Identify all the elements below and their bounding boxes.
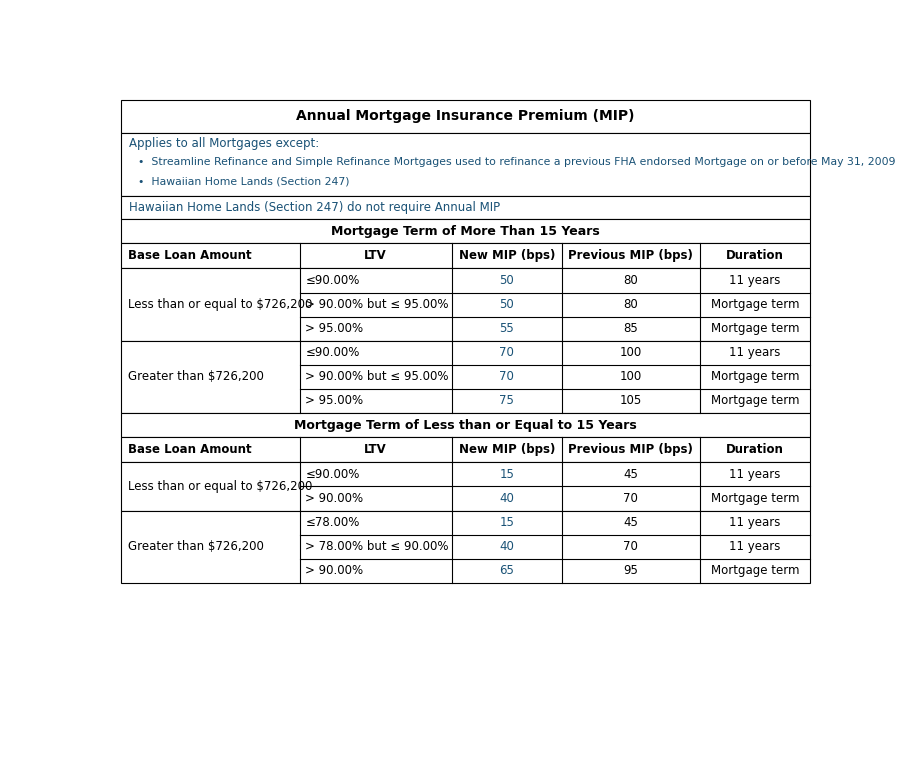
Text: 40: 40 — [499, 540, 514, 553]
Text: Mortgage Term of Less than or Equal to 15 Years: Mortgage Term of Less than or Equal to 1… — [294, 418, 637, 432]
Text: Previous MIP (bps): Previous MIP (bps) — [568, 249, 694, 262]
Text: > 95.00%: > 95.00% — [305, 322, 363, 335]
Text: 11 years: 11 years — [729, 346, 781, 359]
Text: Less than or equal to $726,200: Less than or equal to $726,200 — [127, 298, 312, 311]
Text: 95: 95 — [624, 565, 638, 577]
Text: New MIP (bps): New MIP (bps) — [459, 443, 555, 456]
Text: 70: 70 — [499, 346, 514, 359]
Text: > 95.00%: > 95.00% — [305, 394, 363, 407]
Text: > 90.00%: > 90.00% — [305, 492, 363, 505]
FancyBboxPatch shape — [121, 133, 810, 196]
Text: 11 years: 11 years — [729, 516, 781, 529]
FancyBboxPatch shape — [121, 462, 810, 511]
FancyBboxPatch shape — [121, 437, 810, 462]
FancyBboxPatch shape — [121, 243, 810, 268]
Text: Less than or equal to $726,200: Less than or equal to $726,200 — [127, 480, 312, 493]
Text: 85: 85 — [624, 322, 638, 335]
Text: 100: 100 — [620, 346, 642, 359]
Text: Mortgage term: Mortgage term — [711, 492, 799, 505]
Text: Applies to all Mortgages except:: Applies to all Mortgages except: — [129, 138, 320, 150]
Text: 100: 100 — [620, 371, 642, 383]
Text: 80: 80 — [624, 298, 638, 311]
Text: ≤90.00%: ≤90.00% — [305, 274, 360, 287]
Text: ≤78.00%: ≤78.00% — [305, 516, 360, 529]
Text: LTV: LTV — [364, 443, 387, 456]
Text: 80: 80 — [624, 274, 638, 287]
Text: Mortgage term: Mortgage term — [711, 371, 799, 383]
Text: ≤90.00%: ≤90.00% — [305, 468, 360, 481]
Text: 11 years: 11 years — [729, 468, 781, 481]
Text: 70: 70 — [624, 492, 638, 505]
FancyBboxPatch shape — [121, 196, 810, 219]
FancyBboxPatch shape — [121, 268, 810, 341]
Text: 50: 50 — [499, 274, 514, 287]
Text: 65: 65 — [499, 565, 514, 577]
Text: Mortgage term: Mortgage term — [711, 565, 799, 577]
Text: •  Hawaiian Home Lands (Section 247): • Hawaiian Home Lands (Section 247) — [138, 176, 350, 186]
Text: Previous MIP (bps): Previous MIP (bps) — [568, 443, 694, 456]
FancyBboxPatch shape — [121, 341, 810, 413]
FancyBboxPatch shape — [121, 511, 810, 583]
Text: 15: 15 — [499, 516, 514, 529]
Text: > 90.00% but ≤ 95.00%: > 90.00% but ≤ 95.00% — [305, 371, 449, 383]
Text: Hawaiian Home Lands (Section 247) do not require Annual MIP: Hawaiian Home Lands (Section 247) do not… — [129, 201, 500, 214]
Text: Base Loan Amount: Base Loan Amount — [127, 443, 252, 456]
Text: New MIP (bps): New MIP (bps) — [459, 249, 555, 262]
Text: Greater than $726,200: Greater than $726,200 — [127, 371, 263, 383]
FancyBboxPatch shape — [121, 219, 810, 243]
Text: 11 years: 11 years — [729, 274, 781, 287]
FancyBboxPatch shape — [121, 413, 810, 437]
Text: •  Streamline Refinance and Simple Refinance Mortgages used to refinance a previ: • Streamline Refinance and Simple Refina… — [138, 157, 895, 167]
Text: > 78.00% but ≤ 90.00%: > 78.00% but ≤ 90.00% — [305, 540, 449, 553]
Text: 45: 45 — [624, 468, 638, 481]
Text: Annual Mortgage Insurance Premium (MIP): Annual Mortgage Insurance Premium (MIP) — [296, 109, 635, 124]
Text: 40: 40 — [499, 492, 514, 505]
Text: Base Loan Amount: Base Loan Amount — [127, 249, 252, 262]
Text: 55: 55 — [499, 322, 514, 335]
Text: 70: 70 — [624, 540, 638, 553]
Text: Mortgage term: Mortgage term — [711, 394, 799, 407]
Text: ≤90.00%: ≤90.00% — [305, 346, 360, 359]
Text: Duration: Duration — [726, 443, 784, 456]
Text: > 90.00% but ≤ 95.00%: > 90.00% but ≤ 95.00% — [305, 298, 449, 311]
Text: Mortgage Term of More Than 15 Years: Mortgage Term of More Than 15 Years — [331, 224, 599, 238]
Text: 70: 70 — [499, 371, 514, 383]
Text: 15: 15 — [499, 468, 514, 481]
Text: Greater than $726,200: Greater than $726,200 — [127, 540, 263, 553]
Text: Mortgage term: Mortgage term — [711, 322, 799, 335]
Text: 45: 45 — [624, 516, 638, 529]
Text: Duration: Duration — [726, 249, 784, 262]
Text: > 90.00%: > 90.00% — [305, 565, 363, 577]
Text: Mortgage term: Mortgage term — [711, 298, 799, 311]
Text: 11 years: 11 years — [729, 540, 781, 553]
Text: 75: 75 — [499, 394, 514, 407]
Text: 105: 105 — [620, 394, 642, 407]
FancyBboxPatch shape — [121, 100, 810, 133]
Text: 50: 50 — [499, 298, 514, 311]
Text: LTV: LTV — [364, 249, 387, 262]
